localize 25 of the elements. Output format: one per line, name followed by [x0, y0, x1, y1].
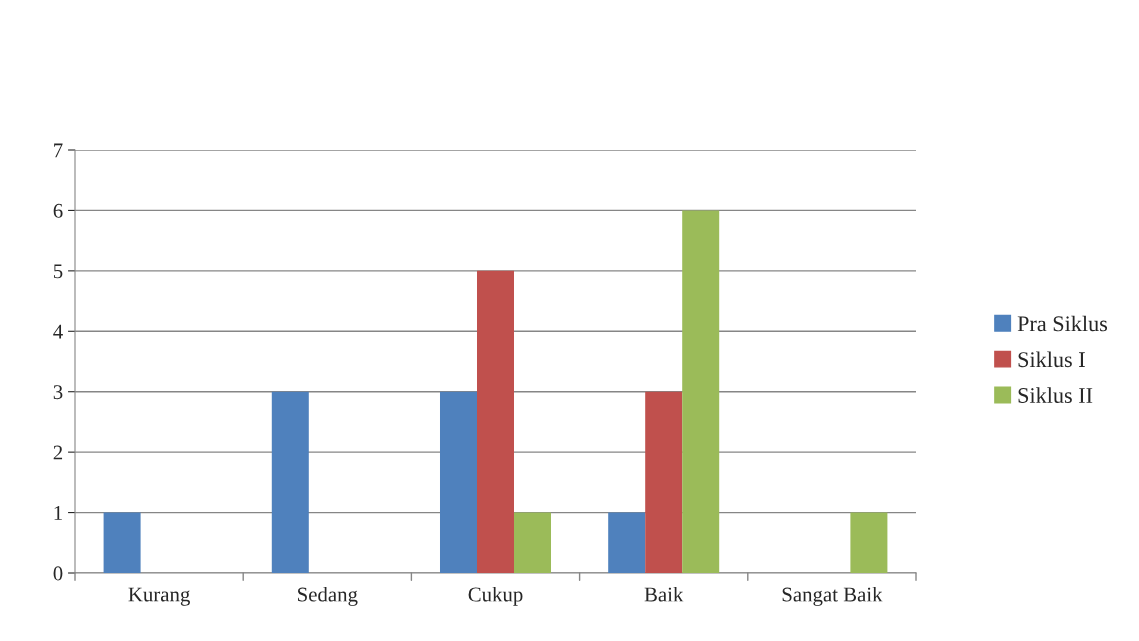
- bar: [608, 512, 646, 573]
- legend-label: Siklus II: [1018, 387, 1093, 403]
- y-tick-label: 1: [54, 506, 62, 520]
- x-tick-label: Kurang: [128, 587, 190, 606]
- y-tick-label: 3: [53, 385, 63, 400]
- y-tick-label: 2: [53, 445, 63, 460]
- y-tick-label: 0: [53, 566, 63, 581]
- bar: [271, 391, 309, 573]
- x-tick-label: Sedang: [298, 586, 358, 606]
- x-tick-label: Cukup: [468, 586, 523, 606]
- bar: [477, 270, 514, 573]
- y-tick-label: 5: [53, 264, 63, 279]
- bar: [645, 391, 683, 573]
- y-tick-label: 4: [53, 324, 63, 339]
- y-tick-label: 6: [53, 203, 63, 218]
- legend-label: Siklus I: [1018, 351, 1085, 368]
- bar: [103, 512, 141, 573]
- bar: [439, 391, 477, 573]
- bar: [514, 512, 552, 573]
- x-tick-label: Sangat Baik: [782, 586, 883, 606]
- x-tick-label: Baik: [644, 586, 684, 602]
- bar: [682, 210, 720, 573]
- y-tick-label: 7: [54, 143, 63, 158]
- bar: [850, 512, 888, 573]
- legend-label: Pra Siklus: [1017, 315, 1108, 332]
